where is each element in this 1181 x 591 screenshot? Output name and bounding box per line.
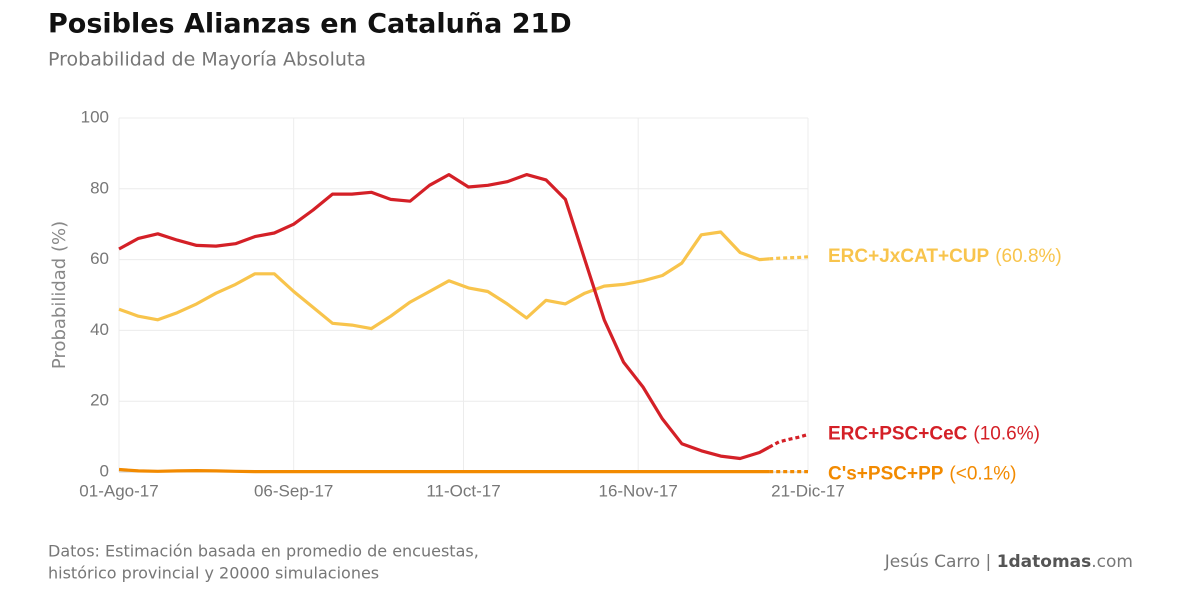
y-tick-label: 60	[90, 249, 109, 268]
credit-part: .com	[1091, 552, 1133, 572]
y-tick-label: 20	[90, 391, 109, 410]
x-tick-label: 21-Dic-17	[771, 481, 845, 500]
credit-part: 1datomas	[997, 552, 1092, 572]
x-tick-label: 06-Sep-17	[254, 481, 333, 500]
credit-part: Jesús Carro |	[884, 552, 997, 572]
chart-subtitle: Probabilidad de Mayoría Absoluta	[48, 49, 366, 71]
y-axis-label: Probabilidad (%)	[49, 221, 70, 369]
series-value-label: (10.6%)	[973, 423, 1040, 444]
source-line: histórico provincial y 20000 simulacione…	[48, 564, 379, 583]
series-label: ERC+PSC+CeC (10.6%)	[828, 423, 1040, 444]
series-value-label: (<0.1%)	[949, 464, 1016, 485]
source-line: Datos: Estimación basada en promedio de …	[48, 542, 479, 561]
forecast-line	[768, 432, 809, 449]
x-tick-label: 01-Ago-17	[79, 481, 158, 500]
series-line	[118, 173, 770, 461]
series-line	[118, 467, 770, 474]
series-value-label: (60.8%)	[995, 246, 1062, 267]
y-tick-label: 80	[90, 178, 109, 197]
x-tick-label: 11-Oct-17	[426, 481, 500, 500]
series-name: ERC+PSC+CeC	[828, 423, 968, 444]
credit: Jesús Carro | 1datomas.com	[884, 552, 1133, 572]
y-tick-label: 40	[90, 320, 109, 339]
series-line	[118, 230, 770, 331]
chart-title: Posibles Alianzas en Cataluña 21D	[48, 9, 572, 40]
y-tick-label: 100	[81, 107, 109, 126]
y-tick-label: 0	[100, 461, 109, 480]
series-label: ERC+JxCAT+CUP (60.8%)	[828, 246, 1062, 267]
series-label: C's+PSC+PP (<0.1%)	[828, 464, 1016, 485]
forecast-line	[769, 255, 809, 261]
series-name: C's+PSC+PP	[828, 464, 944, 485]
x-tick-label: 16-Nov-17	[598, 481, 677, 500]
series-name: ERC+JxCAT+CUP	[828, 246, 990, 267]
